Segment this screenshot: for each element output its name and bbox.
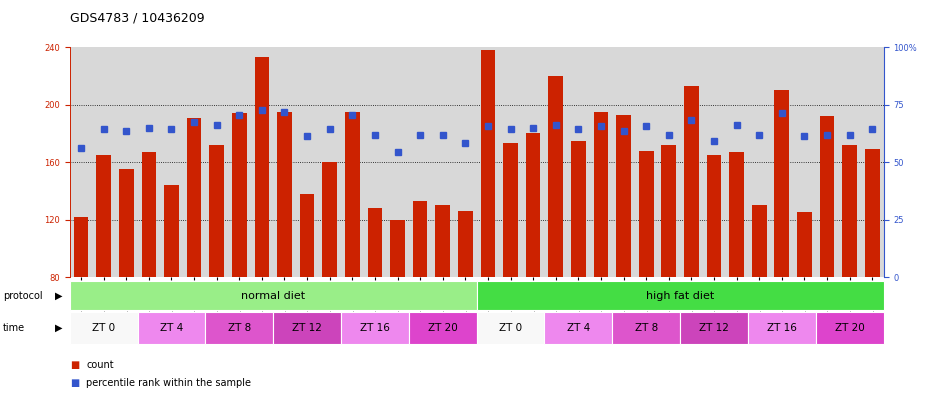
- Text: ■: ■: [70, 360, 79, 371]
- Bar: [816, 312, 884, 344]
- Bar: [138, 312, 206, 344]
- Text: ZT 20: ZT 20: [428, 323, 458, 333]
- Bar: [707, 155, 722, 277]
- Bar: [476, 281, 884, 310]
- Bar: [729, 152, 744, 277]
- Bar: [639, 151, 654, 277]
- Bar: [458, 211, 472, 277]
- Bar: [341, 312, 409, 344]
- Bar: [593, 112, 608, 277]
- Text: ZT 0: ZT 0: [92, 323, 115, 333]
- Bar: [684, 86, 698, 277]
- Bar: [661, 145, 676, 277]
- Text: GDS4783 / 10436209: GDS4783 / 10436209: [70, 12, 205, 25]
- Text: ZT 20: ZT 20: [835, 323, 865, 333]
- Text: ▶: ▶: [55, 323, 62, 333]
- Bar: [273, 312, 341, 344]
- Text: ZT 12: ZT 12: [292, 323, 322, 333]
- Bar: [97, 155, 111, 277]
- Bar: [232, 113, 246, 277]
- Text: count: count: [86, 360, 114, 371]
- Text: ■: ■: [70, 378, 79, 388]
- Text: percentile rank within the sample: percentile rank within the sample: [86, 378, 251, 388]
- Text: high fat diet: high fat diet: [646, 291, 714, 301]
- Bar: [345, 112, 360, 277]
- Bar: [748, 312, 816, 344]
- Bar: [119, 169, 134, 277]
- Text: normal diet: normal diet: [241, 291, 305, 301]
- Text: ZT 4: ZT 4: [566, 323, 590, 333]
- Bar: [843, 145, 857, 277]
- Bar: [277, 112, 292, 277]
- Bar: [70, 312, 138, 344]
- Bar: [413, 201, 428, 277]
- Bar: [775, 90, 790, 277]
- Text: ZT 8: ZT 8: [228, 323, 251, 333]
- Text: ZT 4: ZT 4: [160, 323, 183, 333]
- Bar: [481, 50, 496, 277]
- Bar: [141, 152, 156, 277]
- Text: ZT 8: ZT 8: [634, 323, 658, 333]
- Bar: [164, 185, 179, 277]
- Bar: [503, 143, 518, 277]
- Text: protocol: protocol: [3, 291, 43, 301]
- Bar: [549, 76, 563, 277]
- Bar: [797, 212, 812, 277]
- Bar: [617, 115, 631, 277]
- Bar: [435, 205, 450, 277]
- Bar: [680, 312, 748, 344]
- Text: ZT 16: ZT 16: [360, 323, 390, 333]
- Text: time: time: [3, 323, 25, 333]
- Text: ZT 12: ZT 12: [699, 323, 729, 333]
- Bar: [865, 149, 880, 277]
- Text: ▶: ▶: [55, 291, 62, 301]
- Bar: [391, 220, 405, 277]
- Text: ZT 0: ZT 0: [499, 323, 522, 333]
- Bar: [73, 217, 88, 277]
- Bar: [299, 194, 314, 277]
- Bar: [751, 205, 766, 277]
- Bar: [187, 118, 202, 277]
- Bar: [544, 312, 612, 344]
- Bar: [571, 141, 586, 277]
- Bar: [612, 312, 680, 344]
- Bar: [70, 281, 476, 310]
- Bar: [525, 133, 540, 277]
- Bar: [323, 162, 337, 277]
- Bar: [206, 312, 273, 344]
- Bar: [209, 145, 224, 277]
- Bar: [476, 312, 544, 344]
- Bar: [367, 208, 382, 277]
- Text: ZT 16: ZT 16: [767, 323, 797, 333]
- Bar: [409, 312, 476, 344]
- Bar: [819, 116, 834, 277]
- Bar: [255, 57, 269, 277]
